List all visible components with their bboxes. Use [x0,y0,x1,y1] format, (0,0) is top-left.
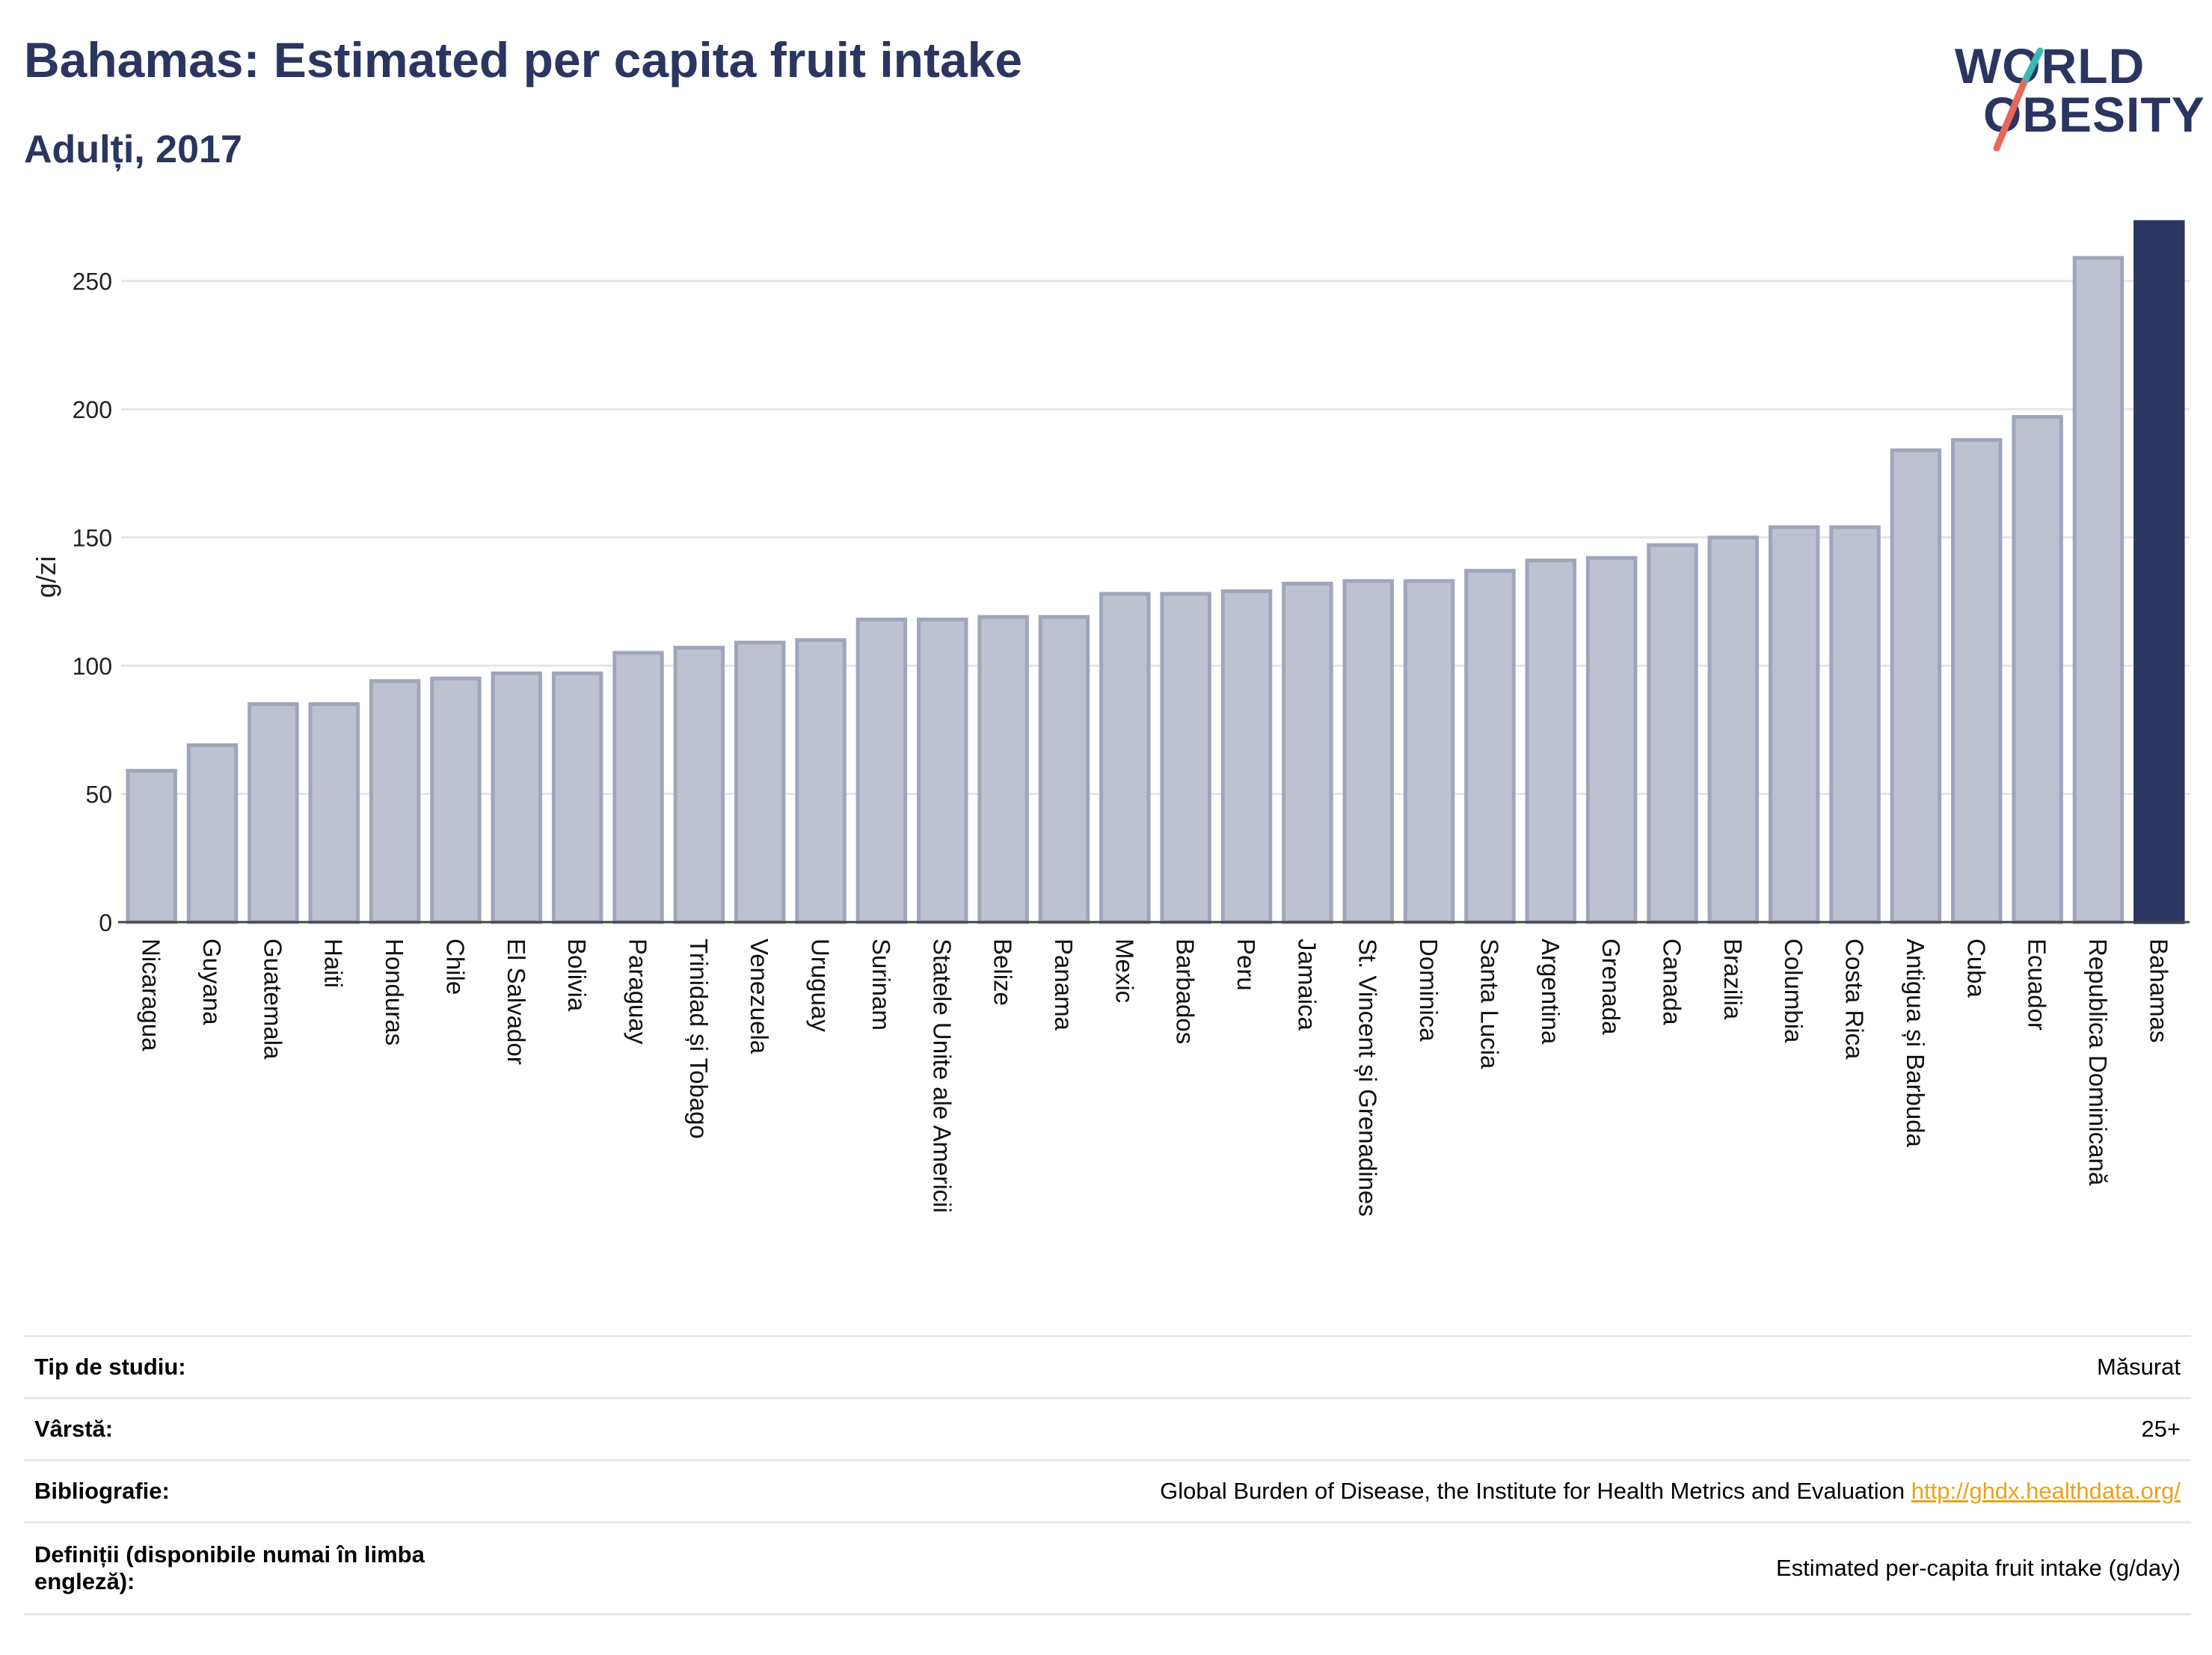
x-tick-label: Haiti [320,939,348,988]
bar-antigua-și-barbuda[interactable] [1890,448,1942,924]
chart-title: Bahamas: Estimated per capita fruit inta… [24,32,1023,87]
bar-guyana[interactable] [186,743,239,924]
bar-bahamas[interactable] [2133,220,2185,924]
y-tick-label: 150 [73,525,112,552]
bar-guatemala[interactable] [248,702,299,924]
x-tick-label: Paraguay [624,939,652,1045]
y-tick-label: 0 [99,909,112,936]
x-tick-label: Statele Unite ale Americii [928,939,956,1213]
bar-honduras[interactable] [369,679,421,924]
y-tick-label: 200 [73,396,112,423]
info-row-definitions: Definiții (disponibile numai în limba en… [24,1521,2191,1615]
bar-ecuador[interactable] [2012,414,2063,924]
logo-slash-icon [1993,47,2044,152]
x-tick-label: Barbados [1172,939,1199,1044]
y-axis-label: g/zi [31,556,61,598]
x-tick-label: Dominica [1415,939,1443,1042]
x-tick-label: Republica Dominicană [2084,939,2112,1186]
bar-venezuela[interactable] [734,640,786,924]
x-tick-label: Belize [989,939,1017,1006]
y-tick-label: 250 [73,268,112,295]
bar-chart: 0 50 100 150 200 250 g/zi Nicaragua Guyana Guatem… [31,220,2190,1217]
x-tick-label: Guatemala [259,939,286,1060]
x-tick-label: Mexic [1110,939,1138,1003]
world-obesity-logo: WORLD OBESITY [1944,30,2205,157]
info-value: Măsurat [523,1335,2191,1398]
bar-jamaica[interactable] [1282,581,1333,924]
x-tick-label: Bolivia [563,939,591,1012]
x-tick-label: Jamaica [1293,939,1321,1031]
x-tick-label: Canada [1659,939,1686,1025]
x-tick-label: Grenada [1597,939,1625,1035]
info-key: Bibliografie: [24,1459,523,1523]
x-tick-label: Brazilia [1719,939,1747,1020]
bar-trinidad-și-tobago[interactable] [673,645,725,924]
x-tick-label: Chile [441,939,469,995]
y-tick-label: 100 [73,653,112,680]
bar-haiti[interactable] [308,702,360,924]
x-tick-label: Peru [1232,939,1260,991]
source-link[interactable]: http://ghdx.healthdata.org/ [1911,1478,2181,1504]
bar-brazilia[interactable] [1707,535,1760,924]
bar-peru[interactable] [1220,589,1273,924]
info-value: Global Burden of Disease, the Institute … [1160,1478,1905,1504]
info-row-study-type: Tip de studiu: Măsurat [24,1335,2191,1398]
x-tick-label: Santa Lucia [1475,939,1503,1069]
x-tick-label: Ecuador [2024,939,2051,1031]
bar-belize[interactable] [977,615,1029,924]
bar-nicaragua[interactable] [126,769,177,924]
info-key: Vârstă: [24,1397,523,1461]
x-tick-label: Venezuela [746,939,773,1054]
x-tick-label: El Salvador [503,939,530,1065]
x-tick-label: Columbia [1780,939,1807,1043]
x-tick-label: Costa Rica [1841,939,1869,1060]
bar-statele-unite-ale-americii[interactable] [917,617,968,924]
bar-grenada[interactable] [1585,556,1638,924]
bar-uruguay[interactable] [795,638,847,924]
x-tick-label: Uruguay [807,939,835,1032]
info-value-cell: Global Burden of Disease, the Institute … [523,1459,2191,1523]
y-tick-label: 50 [85,782,112,808]
bar-bolivia[interactable] [551,671,603,924]
bar-canada[interactable] [1647,543,1698,924]
x-tick-label: Cuba [1962,939,1990,998]
x-tick-label: Argentina [1537,939,1564,1045]
x-tick-label: Nicaragua [138,939,165,1051]
x-tick-label: Guyana [198,939,226,1025]
bar-chile[interactable] [430,676,482,924]
info-key: Definiții (disponibile numai în limba en… [24,1521,523,1615]
bar-panama[interactable] [1038,615,1090,924]
bar-paraguay[interactable] [612,651,664,924]
x-tick-label: Trinidad și Tobago [685,939,713,1139]
logo-text-world: WORLD [1955,38,2145,93]
x-tick-label: Bahamas [2145,939,2172,1043]
x-tick-label: Antigua și Barbuda [1902,939,1929,1148]
info-value: Estimated per-capita fruit intake (g/day… [523,1521,2191,1615]
bar-costa-rica[interactable] [1829,525,1881,924]
x-tick-label: Surinam [867,939,895,1031]
bar-columbia[interactable] [1768,525,1820,924]
bar-santa-lucia[interactable] [1464,568,1516,924]
bar-argentina[interactable] [1525,558,1577,924]
bar-barbados[interactable] [1160,592,1211,924]
bar-surinam[interactable] [855,617,908,924]
info-key: Tip de studiu: [24,1335,523,1398]
info-row-bibliography: Bibliografie: Global Burden of Disease, … [24,1459,2191,1523]
info-row-age: Vârstă: 25+ [24,1397,2191,1461]
bar-cuba[interactable] [1951,437,2003,924]
info-table: Tip de studiu: Măsurat Vârstă: 25+ Bibli… [24,1335,2191,1615]
info-value: 25+ [523,1397,2191,1461]
bar-republica-dominicană[interactable] [2072,256,2125,924]
x-tick-label: Honduras [381,939,408,1045]
bar-mexic[interactable] [1099,592,1151,924]
bar-st-vincent-și-grenadines[interactable] [1342,579,1394,924]
chart-subtitle: Adulți, 2017 [24,128,242,171]
x-tick-label: Panama [1050,939,1078,1031]
x-tick-label: St. Vincent și Grenadines [1354,939,1382,1217]
bar-el-salvador[interactable] [491,671,543,924]
bar-dominica[interactable] [1403,579,1455,924]
